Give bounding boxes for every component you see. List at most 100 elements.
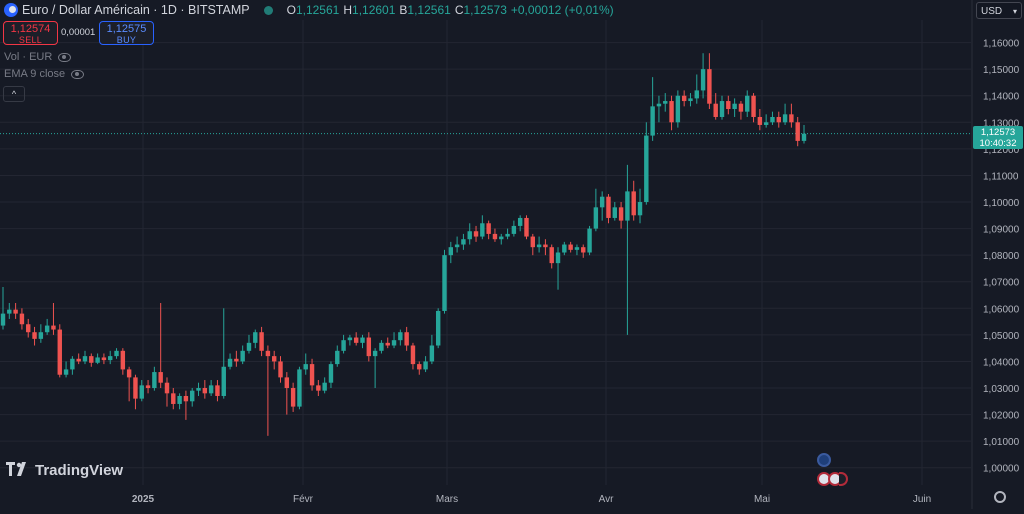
buy-button[interactable]: 1,12575 BUY xyxy=(99,21,154,45)
ohlc-open-value: 1,12561 xyxy=(295,3,340,17)
candle-body xyxy=(253,332,258,343)
symbol-title[interactable]: Euro / Dollar Américain · 1D · BITSTAMP xyxy=(22,3,250,17)
candle-body xyxy=(278,361,283,378)
currency-select[interactable]: USD ▾ xyxy=(976,2,1022,19)
candle-body xyxy=(108,356,113,361)
candle-body xyxy=(44,325,50,333)
y-tick-label: 1,07000 xyxy=(983,278,1020,289)
y-tick-label: 1,08000 xyxy=(983,251,1020,262)
tradingview-logo[interactable]: TradingView xyxy=(6,462,123,479)
candle-body xyxy=(26,324,31,333)
y-tick-label: 1,11000 xyxy=(983,171,1019,182)
candle-body xyxy=(770,116,775,123)
collapse-indicators-button[interactable]: ^ xyxy=(3,86,25,102)
y-tick-label: 1,02000 xyxy=(983,411,1020,422)
candle-body xyxy=(524,217,529,237)
candle-body xyxy=(581,247,586,253)
event-marker-icon[interactable] xyxy=(817,453,831,467)
ohlc-high-value: 1,12601 xyxy=(352,3,396,17)
candle-body xyxy=(429,345,435,362)
candle-body xyxy=(202,388,208,394)
candle-body xyxy=(227,358,233,367)
ohlc-close-key: C xyxy=(454,3,464,17)
ohlc-open-key: O xyxy=(286,3,296,17)
sell-button[interactable]: 1,12574 SELL xyxy=(3,21,58,45)
candle-body xyxy=(492,233,498,240)
ohlc-change-value: +0,00012 (+0,01%) xyxy=(510,3,614,17)
y-tick-label: 1,00000 xyxy=(983,464,1020,475)
candle-body xyxy=(0,313,6,326)
candle-body xyxy=(208,385,214,394)
ohlc-low-key: B xyxy=(399,3,408,17)
candle-body xyxy=(738,103,744,112)
candle-body xyxy=(675,95,681,123)
candle-body xyxy=(530,236,536,248)
candle-body xyxy=(543,244,548,248)
ohlc-close-value: 1,12573 xyxy=(463,3,507,17)
candle-body xyxy=(505,233,510,237)
event-group-icon[interactable] xyxy=(839,472,848,486)
symbol-flag-icon xyxy=(4,3,18,17)
candle-body xyxy=(593,207,599,229)
chevron-down-icon: ▾ xyxy=(1012,7,1017,16)
eye-icon[interactable] xyxy=(58,52,72,62)
candle-body xyxy=(139,385,144,399)
candle-body xyxy=(158,372,163,383)
candle-body xyxy=(57,329,62,375)
candle-body xyxy=(385,342,390,346)
gear-icon[interactable] xyxy=(994,491,1006,503)
candle-body xyxy=(360,337,365,343)
candle-body xyxy=(322,382,327,391)
candle-body xyxy=(63,369,69,375)
candle-body xyxy=(473,231,479,237)
candle-body xyxy=(32,332,37,339)
candle-body xyxy=(366,337,372,357)
candle-body xyxy=(423,361,428,370)
volume-indicator[interactable]: Vol · EUR xyxy=(4,51,72,63)
candle-body xyxy=(549,247,554,264)
candle-body xyxy=(789,114,794,123)
candle-body xyxy=(517,217,523,226)
eye-icon[interactable] xyxy=(71,69,85,79)
candle-body xyxy=(70,358,75,370)
candle-body xyxy=(536,244,542,248)
candle-body xyxy=(713,103,718,117)
candle-body xyxy=(732,103,737,110)
candle-body xyxy=(13,309,18,314)
candle-body xyxy=(114,350,119,357)
candle-body xyxy=(177,395,182,404)
ohlc-low-value: 1,12561 xyxy=(407,3,451,17)
candle-body xyxy=(587,228,592,253)
candle-body xyxy=(776,116,781,123)
buy-label: BUY xyxy=(116,35,137,45)
candle-body xyxy=(568,244,573,250)
candle-body xyxy=(391,340,397,346)
candle-body xyxy=(82,356,88,362)
candle-body xyxy=(51,325,56,330)
y-tick-label: 1,12000 xyxy=(983,145,1020,156)
x-tick-label: 2025 xyxy=(132,494,155,505)
candle-body xyxy=(801,133,807,141)
ohlc-high-key: H xyxy=(343,3,353,17)
candle-body xyxy=(782,114,788,123)
candle-body xyxy=(341,340,346,351)
y-tick-label: 1,09000 xyxy=(983,225,1020,236)
candle-body xyxy=(707,69,712,104)
candle-body xyxy=(644,135,649,203)
candle-body xyxy=(234,358,239,362)
last-price-tag: 1,12573 10:40:32 xyxy=(973,126,1023,149)
ema-indicator[interactable]: EMA 9 close xyxy=(4,68,85,80)
sell-label: SELL xyxy=(18,35,43,45)
candle-body xyxy=(688,98,693,102)
candle-body xyxy=(663,101,668,104)
candle-body xyxy=(454,244,460,248)
candle-body xyxy=(259,332,264,351)
candle-body xyxy=(486,223,491,234)
candle-body xyxy=(700,69,706,91)
y-tick-label: 1,15000 xyxy=(983,65,1020,76)
candle-body xyxy=(353,337,359,343)
candle-body xyxy=(38,332,44,339)
last-price-label: 1,12573 xyxy=(980,127,1016,138)
